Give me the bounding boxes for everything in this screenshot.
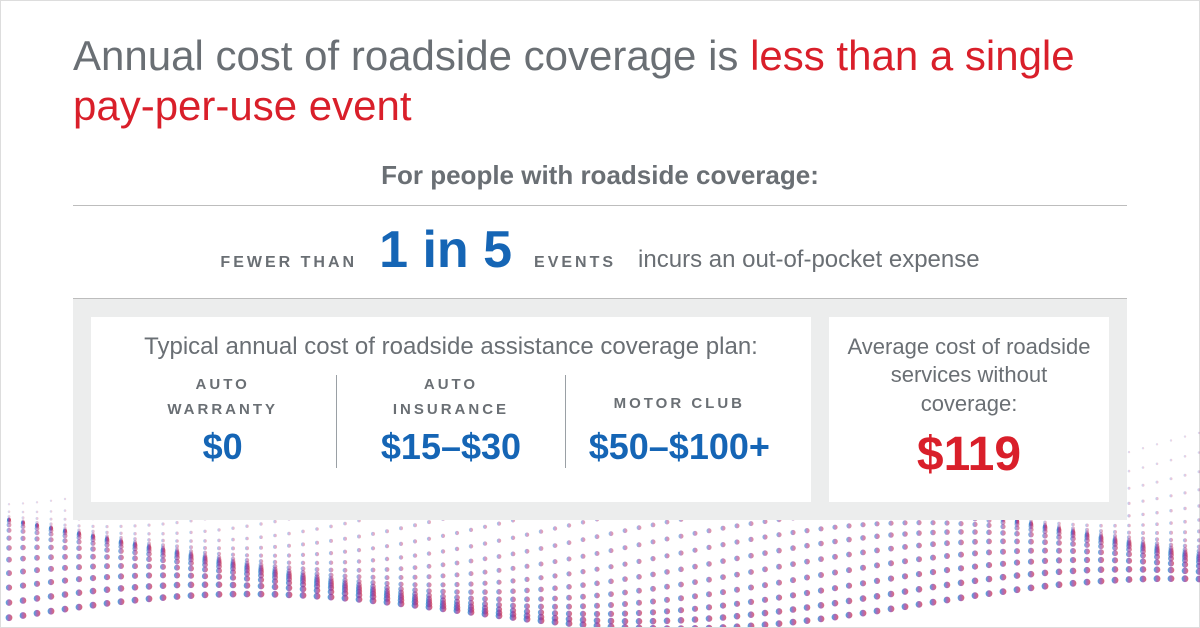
col-motor-club: MOTOR CLUB $50–$100+	[565, 375, 793, 468]
col-label-line1: AUTO	[119, 375, 326, 395]
no-coverage-price: $119	[847, 427, 1091, 482]
col-price: $15–$30	[347, 426, 554, 468]
headline: Annual cost of roadside coverage is less…	[73, 31, 1127, 132]
col-price: $50–$100+	[576, 426, 783, 468]
coverage-cost-title: Typical annual cost of roadside assistan…	[109, 333, 793, 361]
col-label-line1: AUTO	[347, 375, 554, 395]
coverage-cost-columns: AUTO WARRANTY $0 AUTO INSURANCE $15–$30 …	[109, 375, 793, 468]
col-price: $0	[119, 426, 326, 468]
stat-events: EVENTS	[534, 254, 616, 272]
headline-part1: Annual cost of roadside coverage is	[73, 32, 750, 79]
col-label-line1: MOTOR CLUB	[576, 394, 783, 414]
cost-comparison-panel: Typical annual cost of roadside assistan…	[73, 299, 1127, 520]
infographic-content: Annual cost of roadside coverage is less…	[1, 1, 1199, 520]
stat-tail: incurs an out-of-pocket expense	[638, 246, 980, 274]
col-auto-insurance: AUTO INSURANCE $15–$30	[336, 375, 564, 468]
col-auto-warranty: AUTO WARRANTY $0	[109, 375, 336, 468]
no-coverage-title: Average cost of roadside services withou…	[847, 333, 1091, 419]
stat-fewer-than: FEWER THAN	[220, 254, 357, 272]
no-coverage-cost-card: Average cost of roadside services withou…	[829, 317, 1109, 502]
col-label-line2: WARRANTY	[119, 400, 326, 420]
stat-ratio: 1 in 5	[379, 224, 512, 276]
col-label-line2: INSURANCE	[347, 400, 554, 420]
coverage-cost-card: Typical annual cost of roadside assistan…	[91, 317, 811, 502]
subheading: For people with roadside coverage:	[73, 160, 1127, 191]
stat-row: FEWER THAN 1 in 5 EVENTS incurs an out-o…	[73, 206, 1127, 298]
